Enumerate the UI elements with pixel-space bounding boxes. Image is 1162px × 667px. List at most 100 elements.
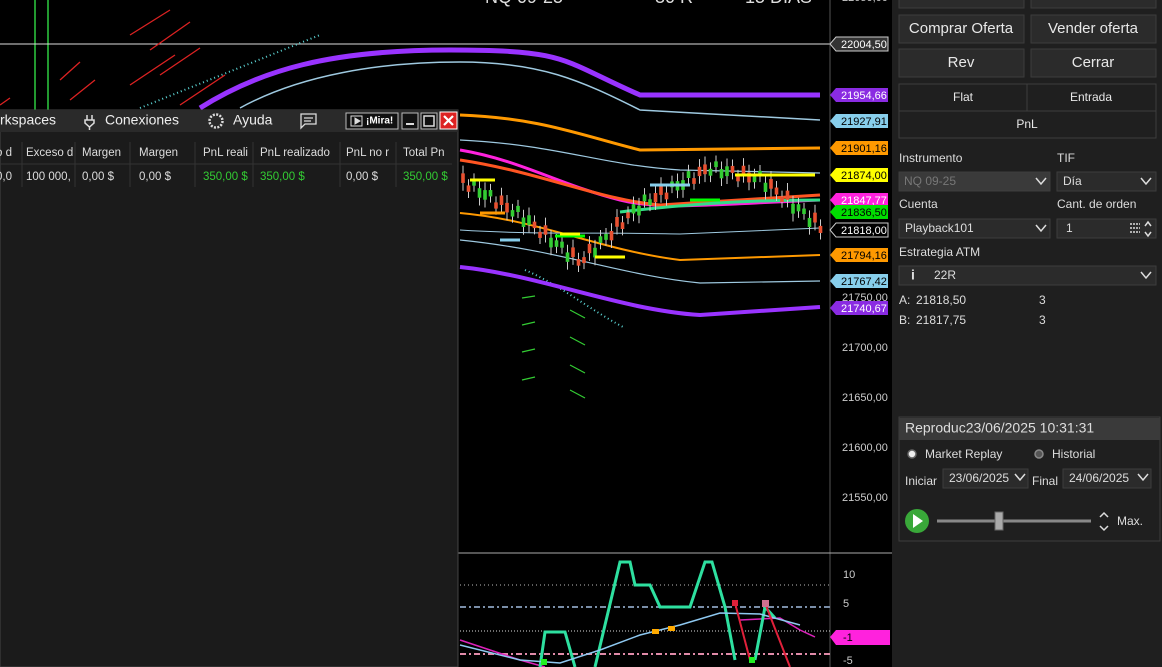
candle-body bbox=[593, 247, 597, 258]
candle-body bbox=[774, 187, 779, 195]
candle-body bbox=[752, 175, 757, 183]
order-field: Instrumento bbox=[899, 151, 963, 165]
menu-watch: ¡Mira! bbox=[366, 116, 393, 127]
candle-body bbox=[659, 185, 663, 195]
replay-field: 24/06/2025 bbox=[1069, 471, 1129, 485]
replay-field: Market Replay bbox=[925, 447, 1002, 461]
order-button: Rev bbox=[948, 54, 975, 71]
indicator-tick-label: -5 bbox=[843, 655, 853, 667]
candle-body bbox=[653, 193, 658, 203]
candle-body bbox=[664, 192, 669, 200]
price-marker-box bbox=[830, 274, 888, 288]
candle-body bbox=[598, 236, 603, 243]
price-marker-label: 21818,00 bbox=[841, 225, 887, 237]
table-header: Margen bbox=[139, 147, 178, 159]
indicator-marker-box bbox=[830, 630, 890, 645]
price-marker-box bbox=[830, 114, 888, 128]
candle-body bbox=[543, 225, 548, 235]
order-field: Día bbox=[1063, 174, 1082, 188]
menu-connections: Conexiones bbox=[105, 112, 179, 128]
candle-body bbox=[582, 257, 586, 264]
candle-body bbox=[769, 178, 773, 189]
table-cell: 100 000, bbox=[26, 171, 71, 183]
table-cell: 350,00 $ bbox=[403, 171, 448, 183]
candle-body bbox=[741, 165, 746, 175]
candle-body bbox=[477, 188, 482, 198]
candle-body bbox=[615, 217, 619, 227]
order-button: Comprar Oferta bbox=[909, 20, 1014, 37]
candle-body bbox=[472, 179, 476, 186]
candle-body bbox=[818, 225, 823, 234]
price-marker-label: 21874,00 bbox=[841, 170, 887, 182]
order-field: NQ 09-25 bbox=[904, 174, 956, 188]
candle-body bbox=[626, 212, 630, 219]
candle-body bbox=[631, 204, 636, 214]
order-button: Vender oferta bbox=[1048, 20, 1139, 37]
indicator-panel bbox=[458, 552, 892, 667]
price-tick-label: 21650,00 bbox=[842, 392, 888, 404]
replay-field: Reproduc23/06/2025 10:31:31 bbox=[905, 420, 1094, 436]
svg-text:i: i bbox=[911, 267, 915, 283]
candle-body bbox=[521, 217, 526, 227]
candle-body bbox=[494, 202, 498, 209]
menu-workspaces: rkspaces bbox=[0, 112, 56, 128]
candle-body bbox=[796, 204, 801, 212]
candle-body bbox=[813, 212, 817, 223]
menu-icons bbox=[84, 111, 458, 130]
menu-bar bbox=[0, 110, 458, 132]
candle-body bbox=[554, 240, 559, 247]
candle-body bbox=[604, 233, 608, 240]
replay-field: Iniciar bbox=[905, 474, 937, 488]
price-marker-label: 21901,16 bbox=[841, 143, 887, 155]
candle-body bbox=[637, 205, 641, 216]
price-marker-box bbox=[830, 301, 888, 315]
order-button: Cerrar bbox=[1072, 54, 1115, 71]
price-tick-label: 21600,00 bbox=[842, 442, 888, 454]
candle-body bbox=[736, 175, 740, 182]
price-marker-label: 21767,42 bbox=[841, 276, 887, 288]
price-marker-label: 21794,16 bbox=[841, 250, 887, 262]
order-tab: Entrada bbox=[1070, 90, 1112, 104]
table-header: PnL reali bbox=[203, 147, 248, 159]
candle-body bbox=[527, 215, 531, 225]
price-marker-label: 21847,77 bbox=[841, 195, 887, 207]
price-tick-label: 22050,00 bbox=[842, 0, 888, 4]
table-header: PnL realizado bbox=[260, 147, 330, 159]
price-marker-box bbox=[830, 205, 888, 219]
chart-days: 15 DIAS bbox=[745, 0, 812, 7]
candle-body bbox=[697, 166, 702, 177]
price-marker-box bbox=[830, 88, 888, 102]
order-field: B: bbox=[899, 313, 910, 327]
table-header: Margen bbox=[82, 147, 121, 159]
price-tick-label: 21750,00 bbox=[842, 292, 888, 304]
price-marker-box bbox=[829, 36, 889, 52]
price-marker-label: 21954,66 bbox=[841, 90, 887, 102]
candle-body bbox=[642, 194, 647, 202]
table-cell: 0,00 $ bbox=[346, 171, 379, 183]
order-field: Cuenta bbox=[899, 197, 938, 211]
price-marker-box bbox=[830, 141, 888, 155]
price-marker-label: 21740,67 bbox=[841, 303, 887, 315]
menu-help: Ayuda bbox=[233, 112, 273, 128]
table-header: Exceso d bbox=[26, 147, 73, 159]
table-cell: 350,00 $ bbox=[260, 171, 305, 183]
price-marker-box bbox=[830, 168, 888, 182]
order-field: A: bbox=[899, 293, 910, 307]
candle-body bbox=[719, 169, 724, 179]
price-tick-label: 21700,00 bbox=[842, 342, 888, 354]
candle-body bbox=[780, 196, 784, 202]
price-tick-label: 21550,00 bbox=[842, 492, 888, 504]
candle-body bbox=[516, 205, 520, 213]
price-marker-label: 21927,91 bbox=[841, 116, 887, 128]
table-header: o d bbox=[0, 147, 12, 159]
chart-title: NQ 09-25 bbox=[485, 0, 563, 7]
candle-body bbox=[505, 202, 509, 213]
price-marker-box bbox=[830, 248, 888, 262]
order-field: 21818,50 bbox=[916, 293, 966, 307]
candle-body bbox=[686, 171, 691, 178]
order-field: 1 bbox=[1066, 221, 1073, 235]
accounts-panel bbox=[0, 109, 459, 667]
order-field: 22R bbox=[934, 268, 956, 282]
candle-body bbox=[725, 166, 729, 177]
candle-body bbox=[692, 178, 696, 184]
